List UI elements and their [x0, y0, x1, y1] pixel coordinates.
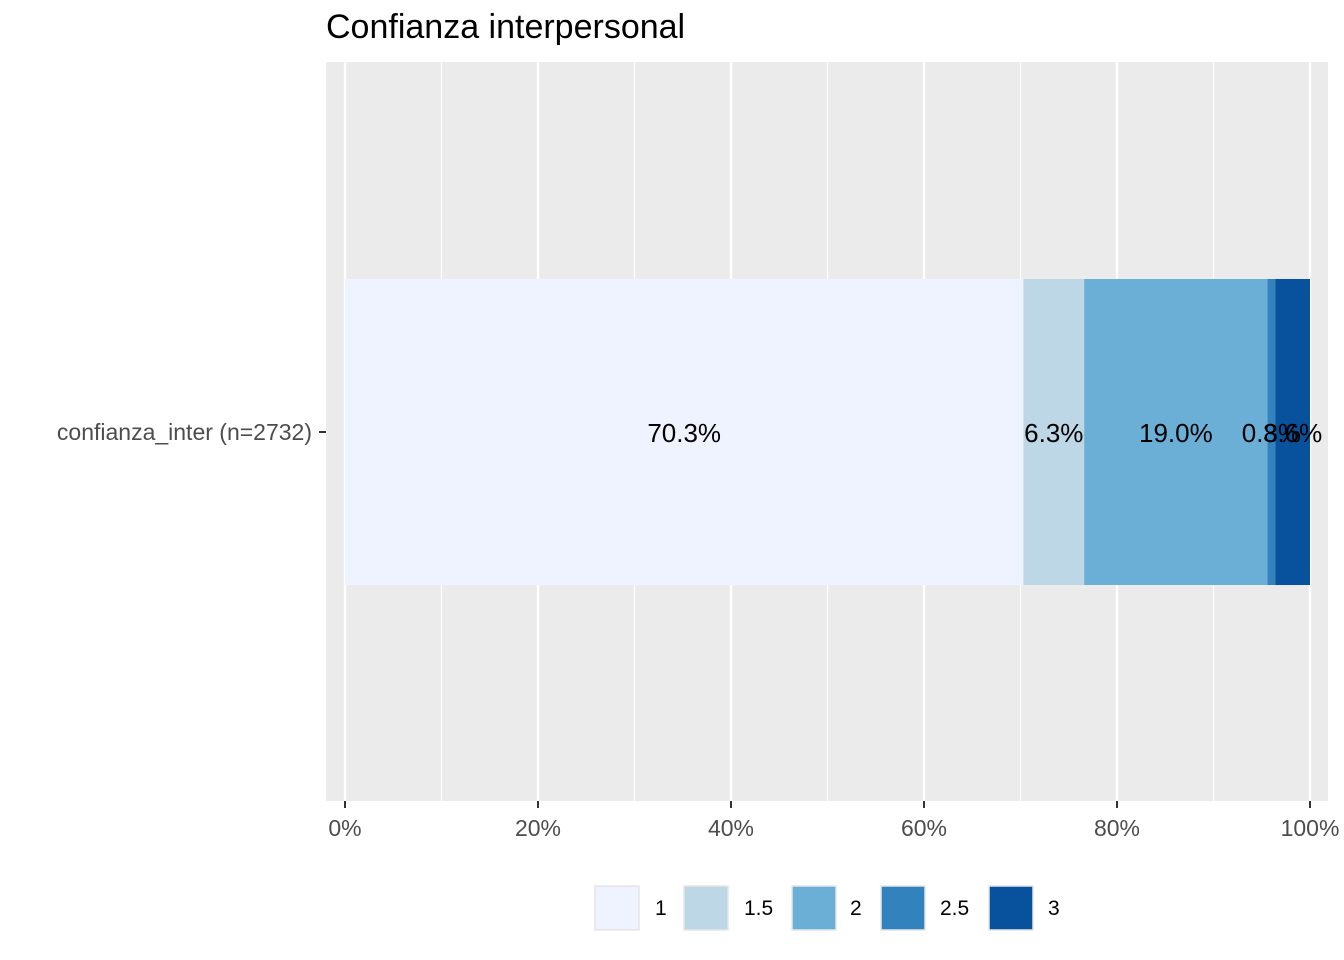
bar-segment-1-5 — [1023, 279, 1085, 585]
bar-segment-1 — [345, 279, 1024, 585]
legend-key-2-5 — [880, 885, 926, 931]
legend-key-1-5 — [683, 885, 729, 931]
bar-segment-2 — [1084, 279, 1268, 585]
x-axis-tick-label: 60% — [901, 815, 947, 841]
x-axis-tick-label: 20% — [515, 815, 561, 841]
y-axis-category-label: confianza_inter (n=2732) — [57, 419, 312, 445]
legend-key-2 — [791, 885, 837, 931]
data-label-1-5: 6.3% — [1024, 418, 1083, 448]
legend-key-1 — [594, 885, 640, 931]
bar-segment-3 — [1275, 279, 1310, 585]
data-label-3: 3.6% — [1263, 418, 1322, 448]
bar-segment-2-5 — [1267, 279, 1276, 585]
data-label-2-5: 0.8% — [1242, 418, 1301, 448]
data-label-2: 19.0% — [1139, 418, 1213, 448]
legend-label-2-5: 2.5 — [940, 897, 969, 920]
x-axis-tick-label: 80% — [1094, 815, 1140, 841]
legend-label-2: 2 — [850, 897, 862, 920]
legend-key-3 — [988, 885, 1034, 931]
x-axis-tick-label: 0% — [328, 815, 361, 841]
legend-label-1-5: 1.5 — [744, 897, 773, 920]
legend-label-1: 1 — [655, 897, 667, 920]
legend-label-3: 3 — [1048, 897, 1060, 920]
data-label-1: 70.3% — [647, 418, 721, 448]
x-axis-tick-label: 100% — [1281, 815, 1340, 841]
x-axis-tick-label: 40% — [708, 815, 754, 841]
chart-title: Confianza interpersonal — [326, 8, 686, 46]
